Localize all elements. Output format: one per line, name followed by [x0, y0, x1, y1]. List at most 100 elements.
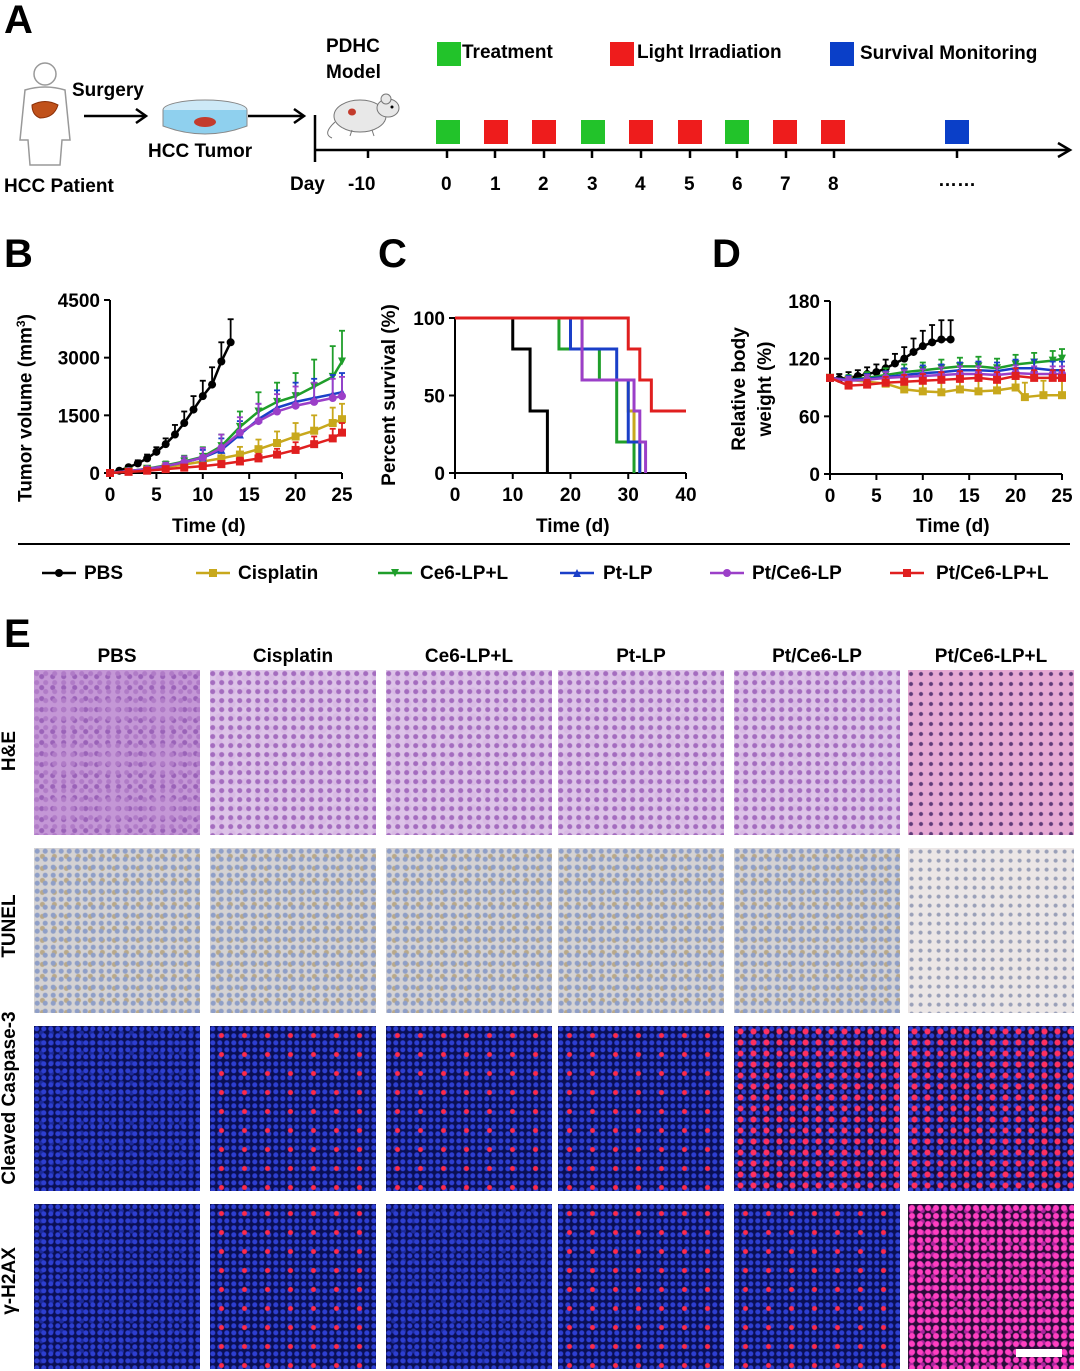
chart-c-xlabel: Time (d) [536, 516, 610, 537]
column-header: Pt-LP [616, 646, 666, 667]
data-point [1058, 391, 1066, 400]
data-point [937, 335, 946, 344]
series-pt-ce6-lp-l [455, 316, 686, 413]
series-pt-ce6-lp-l [826, 367, 1066, 390]
data-point [217, 444, 226, 453]
data-point [152, 447, 161, 456]
x-tick-label: 20 [560, 485, 581, 506]
legend-label: Ce6-LP+L [420, 563, 509, 584]
scale-bar [1016, 1349, 1062, 1357]
data-point [273, 439, 282, 448]
surgery-arrow-icon [84, 108, 149, 124]
data-point [217, 460, 226, 469]
y-tick-label: 0 [434, 464, 445, 485]
caspase-image-pt-ce6-lp [734, 1026, 900, 1191]
x-tick-label: 10 [192, 485, 213, 506]
x-tick-label: 15 [959, 486, 981, 507]
he-image-cisplatin [210, 670, 376, 835]
data-point [180, 463, 189, 472]
data-point [254, 445, 263, 454]
data-point [900, 377, 909, 386]
treatment-legend-label: Treatment [462, 42, 553, 63]
tick-label: 8 [828, 174, 839, 195]
legend-marker [55, 569, 63, 577]
x-tick-label: 15 [239, 485, 261, 506]
series-line [455, 316, 686, 413]
data-point [937, 388, 946, 397]
data-point [955, 385, 964, 394]
h2ax-image-ce6-lp-l [386, 1204, 552, 1369]
mouse-icon [327, 93, 400, 139]
survival-legend-label: Survival Monitoring [860, 43, 1038, 64]
data-point [844, 381, 853, 390]
legend-label: Pt-LP [603, 563, 653, 584]
h2ax-image-pbs [34, 1204, 200, 1369]
y-tick-label: 4500 [58, 291, 100, 312]
legend-label: Pt/Ce6-LP+L [936, 563, 1049, 584]
data-point [291, 432, 300, 441]
x-tick-label: 0 [450, 485, 461, 506]
data-point [124, 467, 133, 476]
legend-symbol [196, 569, 230, 577]
data-point [909, 347, 918, 356]
data-point [217, 454, 226, 463]
tick-label: 1 [490, 174, 501, 195]
data-point [254, 454, 263, 463]
series-line [455, 316, 648, 473]
data-point [161, 465, 170, 474]
chart-b-ylabel-end: ) [15, 314, 37, 321]
event-square-day3 [581, 120, 605, 144]
treatment-legend-swatch [437, 42, 461, 66]
x-tick-label: 20 [285, 485, 306, 506]
caspase-image-pt-ce6-lp-l [908, 1026, 1074, 1191]
x-tick-label: 5 [151, 485, 162, 506]
light-legend-label: Light Irradiation [637, 42, 782, 63]
legend-marker [573, 569, 581, 577]
legend-marker [723, 569, 731, 577]
he-image-pt-ce6-lp [734, 670, 900, 835]
data-point [338, 428, 346, 437]
caspase-image-pbs [34, 1026, 200, 1191]
he-image-pbs [34, 670, 200, 835]
row-header: TUNEL [0, 894, 20, 958]
x-tick-label: 10 [502, 485, 523, 506]
data-point [918, 387, 927, 396]
caspase-image-ce6-lp-l [386, 1026, 552, 1191]
data-point [310, 440, 319, 449]
tunel-image-cisplatin [210, 848, 376, 1013]
legend-divider [18, 543, 1070, 545]
data-point [328, 434, 337, 443]
panel-letter-d: D [712, 232, 741, 276]
data-point [974, 373, 983, 382]
he-image-pt-lp [558, 670, 724, 835]
y-tick-label: 60 [799, 407, 820, 428]
data-point [993, 375, 1002, 384]
petri-dish-icon [162, 99, 248, 135]
tick-label: 5 [684, 174, 695, 195]
x-tick-label: 25 [331, 485, 353, 506]
chart-b-xlabel: Time (d) [172, 516, 246, 537]
data-point [1058, 373, 1066, 382]
legend-marker [209, 569, 217, 577]
panel-letter-e: E [4, 612, 31, 656]
h2ax-image-cisplatin [210, 1204, 376, 1369]
data-point [273, 450, 282, 459]
y-tick-label: 120 [788, 350, 820, 371]
data-point [328, 394, 337, 403]
light-legend-swatch [610, 42, 634, 66]
legend-label: Pt/Ce6-LP [752, 563, 842, 584]
h2ax-image-pt-ce6-lp-l [908, 1204, 1074, 1369]
data-point [1058, 354, 1066, 363]
caspase-image-cisplatin [210, 1026, 376, 1191]
data-point [273, 407, 282, 416]
data-point [198, 462, 207, 471]
chart-c: 0 10 20 30 40 0 50 100 [413, 309, 696, 506]
data-point [133, 459, 142, 468]
tumor-label: HCC Tumor [148, 141, 253, 162]
data-point [918, 342, 927, 351]
tick-label: -10 [348, 174, 376, 195]
data-point [217, 357, 226, 366]
x-tick-label: 10 [912, 486, 933, 507]
data-point [863, 380, 872, 389]
